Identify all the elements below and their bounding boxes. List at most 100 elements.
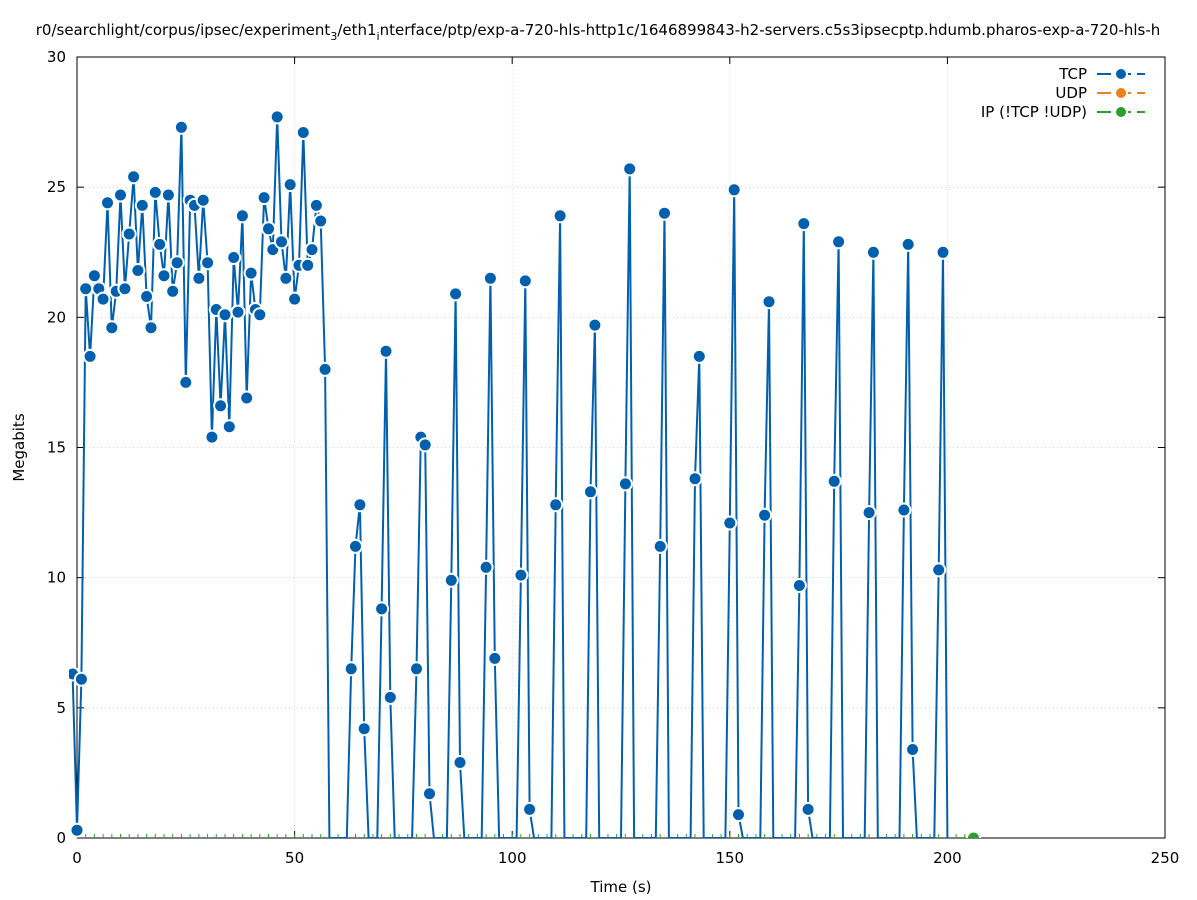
data-point: [896, 502, 912, 518]
data-point: [304, 242, 320, 258]
data-point: [139, 289, 155, 304]
data-point: [256, 190, 272, 206]
data-point: [861, 505, 877, 521]
data-point: [261, 221, 276, 237]
data-point: [356, 721, 372, 737]
data-point: [287, 291, 303, 307]
data-point: [230, 304, 246, 320]
data-point: [313, 213, 329, 229]
chart-title-part-3: nterface/ptp/exp-a-720-hls-http1c/164689…: [380, 21, 1161, 39]
data-point: [622, 161, 638, 177]
legend-marker: [1114, 105, 1128, 119]
data-point: [195, 192, 211, 208]
legend-label: IP (!TCP !UDP): [981, 103, 1087, 121]
data-point: [82, 348, 98, 364]
data-point: [617, 476, 633, 492]
data-point: [221, 419, 237, 435]
data-point: [378, 343, 394, 359]
data-point: [252, 307, 268, 323]
data-point: [239, 390, 255, 406]
data-point: [200, 255, 216, 271]
data-point: [731, 807, 746, 823]
data-point: [448, 286, 464, 302]
x-axis-title: Time (s): [590, 878, 652, 896]
data-point: [966, 830, 981, 838]
data-point: [69, 822, 85, 838]
data-point: [931, 562, 947, 578]
data-point: [165, 283, 181, 299]
data-point: [800, 801, 816, 817]
data-point: [826, 473, 842, 489]
data-point: [652, 538, 668, 554]
data-point: [417, 437, 433, 453]
y-tick-label: 20: [47, 308, 66, 326]
data-point: [517, 273, 533, 289]
data-point: [126, 169, 142, 185]
data-point: [156, 268, 172, 284]
data-point: [173, 119, 189, 135]
data-point: [587, 317, 603, 333]
data-point: [422, 786, 437, 802]
data-point: [865, 244, 881, 260]
data-point: [78, 281, 94, 297]
data-point: [552, 208, 568, 224]
data-point: [274, 234, 289, 250]
data-point: [691, 348, 707, 364]
data-point: [761, 294, 777, 310]
legend-label: TCP: [1058, 65, 1087, 83]
series-line: [71, 115, 949, 838]
axis-ticks: 0 50 100 150 200 250 0 5 10 15 20 25 30: [47, 48, 1179, 867]
data-point: [548, 497, 564, 513]
data-point: [160, 187, 176, 203]
data-point: [487, 650, 503, 666]
legend-marker: [1114, 67, 1128, 81]
data-point: [726, 182, 742, 198]
data-point: [352, 497, 368, 513]
y-tick-label: 10: [47, 569, 66, 587]
data-point: [178, 374, 194, 390]
data-point: [100, 195, 115, 211]
data-point: [295, 125, 311, 140]
data-point: [796, 216, 812, 232]
data-point: [831, 234, 847, 250]
legend-marker: [1114, 86, 1128, 100]
data-point: [278, 270, 294, 286]
chart-title-subscript-2: i: [377, 30, 380, 43]
data-point: [482, 270, 498, 286]
y-tick-label: 25: [47, 178, 66, 196]
data-point: [113, 187, 128, 203]
data-point: [443, 572, 459, 588]
data-point: [73, 671, 89, 687]
data-point: [409, 661, 424, 677]
data-point: [343, 661, 359, 677]
data-point: [282, 177, 298, 193]
data-point: [234, 208, 250, 224]
x-tick-label: 50: [285, 849, 304, 867]
chart-title-part-2: /eth1: [337, 21, 376, 39]
y-tick-label: 30: [47, 48, 66, 66]
x-tick-label: 100: [498, 849, 527, 867]
data-point: [757, 507, 773, 523]
data-point: [243, 265, 259, 281]
data-point: [308, 197, 324, 213]
data-point: [452, 755, 468, 770]
data-point: [130, 263, 146, 278]
y-axis-title: Megabits: [10, 413, 28, 481]
data-point: [226, 250, 242, 265]
data-point: [513, 567, 529, 583]
x-tick-label: 200: [933, 849, 962, 867]
data-point: [121, 226, 137, 242]
data-point: [143, 320, 159, 336]
chart-title-subscript-1: 3: [330, 30, 337, 43]
data-point: [583, 484, 598, 500]
x-minor-ticks: [76, 834, 975, 838]
grid-lines: [76, 56, 1166, 839]
data-point: [117, 281, 133, 297]
data-point: [935, 244, 951, 260]
chart-title: r0/searchlight/corpus/ipsec/experiment3/…: [36, 21, 1161, 43]
data-point: [374, 601, 390, 617]
x-tick-label: 250: [1151, 849, 1180, 867]
data-point: [191, 270, 207, 286]
data-point: [900, 236, 916, 252]
